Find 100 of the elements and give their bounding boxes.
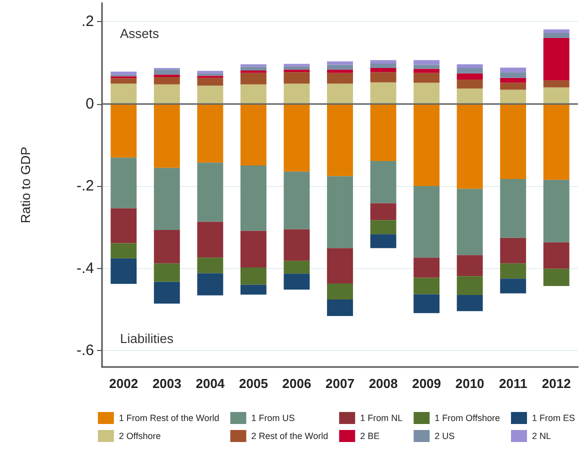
bar xyxy=(110,243,137,258)
bar xyxy=(414,72,440,83)
legend-label: 2 NL xyxy=(532,431,552,441)
legend-label: 2 Offshore xyxy=(118,431,161,441)
bar xyxy=(284,260,310,274)
bar xyxy=(414,64,440,69)
bar xyxy=(327,72,353,84)
bar xyxy=(327,248,353,284)
annotation: Liabilities xyxy=(120,331,174,346)
bar xyxy=(500,263,526,279)
bar xyxy=(240,84,266,104)
bar xyxy=(370,63,396,68)
bar xyxy=(414,278,440,294)
bar xyxy=(370,60,396,64)
bar xyxy=(197,78,224,86)
bar xyxy=(197,222,224,258)
bar xyxy=(327,176,353,248)
y-tick-label: -.4 xyxy=(76,260,94,277)
bar xyxy=(370,68,396,72)
bar xyxy=(500,179,526,238)
bar xyxy=(110,208,137,244)
bar xyxy=(456,64,483,68)
bar xyxy=(197,86,224,104)
bar xyxy=(500,278,526,294)
bar xyxy=(500,72,526,78)
bar xyxy=(327,284,353,300)
legend-label: 2 US xyxy=(434,431,455,441)
bar xyxy=(543,180,570,242)
bar xyxy=(414,60,440,65)
bar xyxy=(154,282,180,304)
bar xyxy=(154,230,180,264)
bar xyxy=(327,70,353,73)
bar xyxy=(456,295,483,312)
bar xyxy=(240,64,266,67)
x-tick-label: 2011 xyxy=(498,376,528,391)
bar xyxy=(110,72,137,75)
bar xyxy=(110,78,137,84)
bar xyxy=(154,74,180,78)
legend-label: 1 From Offshore xyxy=(434,413,500,423)
x-tick-label: 2008 xyxy=(368,376,398,391)
legend-label: 1 From US xyxy=(251,413,295,423)
bar xyxy=(154,104,180,168)
bar xyxy=(284,70,310,72)
bar xyxy=(500,78,526,83)
bar xyxy=(327,64,353,70)
bar xyxy=(370,82,396,104)
y-tick-label: -.6 xyxy=(76,342,94,360)
bar xyxy=(110,158,137,208)
bar xyxy=(327,104,353,176)
y-tick-label: -.2 xyxy=(76,178,94,195)
bar xyxy=(240,70,266,73)
bar xyxy=(543,87,570,104)
legend-label: 1 From ES xyxy=(532,413,576,423)
bar xyxy=(240,267,266,285)
bar xyxy=(197,104,224,163)
bar xyxy=(456,104,483,189)
bar xyxy=(284,274,310,290)
bar xyxy=(110,104,137,158)
bar xyxy=(327,84,353,104)
bar xyxy=(500,238,526,264)
bar xyxy=(414,258,440,278)
bar xyxy=(414,82,440,104)
bar xyxy=(543,268,570,286)
legend-label: 1 From NL xyxy=(360,413,403,423)
bar xyxy=(197,273,224,296)
bar xyxy=(543,29,570,34)
bar xyxy=(543,80,570,88)
bar xyxy=(456,188,483,256)
bar xyxy=(240,104,266,166)
bar xyxy=(110,84,137,104)
bar xyxy=(414,294,440,314)
bar xyxy=(456,88,483,104)
bar xyxy=(197,162,224,222)
bar xyxy=(284,66,310,70)
bar xyxy=(240,230,266,268)
x-tick-label: 2004 xyxy=(196,376,226,391)
x-tick-label: 2006 xyxy=(282,376,312,391)
bar xyxy=(543,38,570,80)
bar xyxy=(154,168,180,230)
bar xyxy=(154,77,180,84)
bar xyxy=(327,61,353,65)
bar xyxy=(370,104,396,161)
bar xyxy=(284,172,310,230)
x-tick-label: 2010 xyxy=(455,376,484,391)
bar xyxy=(370,220,396,234)
x-tick-label: 2002 xyxy=(109,376,138,391)
bar xyxy=(370,72,396,82)
bar xyxy=(284,104,310,172)
y-axis-title: Ratio to GDP xyxy=(18,146,33,224)
bar xyxy=(500,90,526,104)
bar xyxy=(284,72,310,84)
bar xyxy=(456,80,483,89)
bar xyxy=(543,242,570,269)
x-tick-label: 2012 xyxy=(542,376,571,391)
bar xyxy=(500,68,526,72)
bar xyxy=(456,276,483,296)
bar xyxy=(284,84,310,104)
bar xyxy=(327,300,353,316)
bar xyxy=(414,68,440,73)
y-tick-label: 0 xyxy=(86,95,94,112)
